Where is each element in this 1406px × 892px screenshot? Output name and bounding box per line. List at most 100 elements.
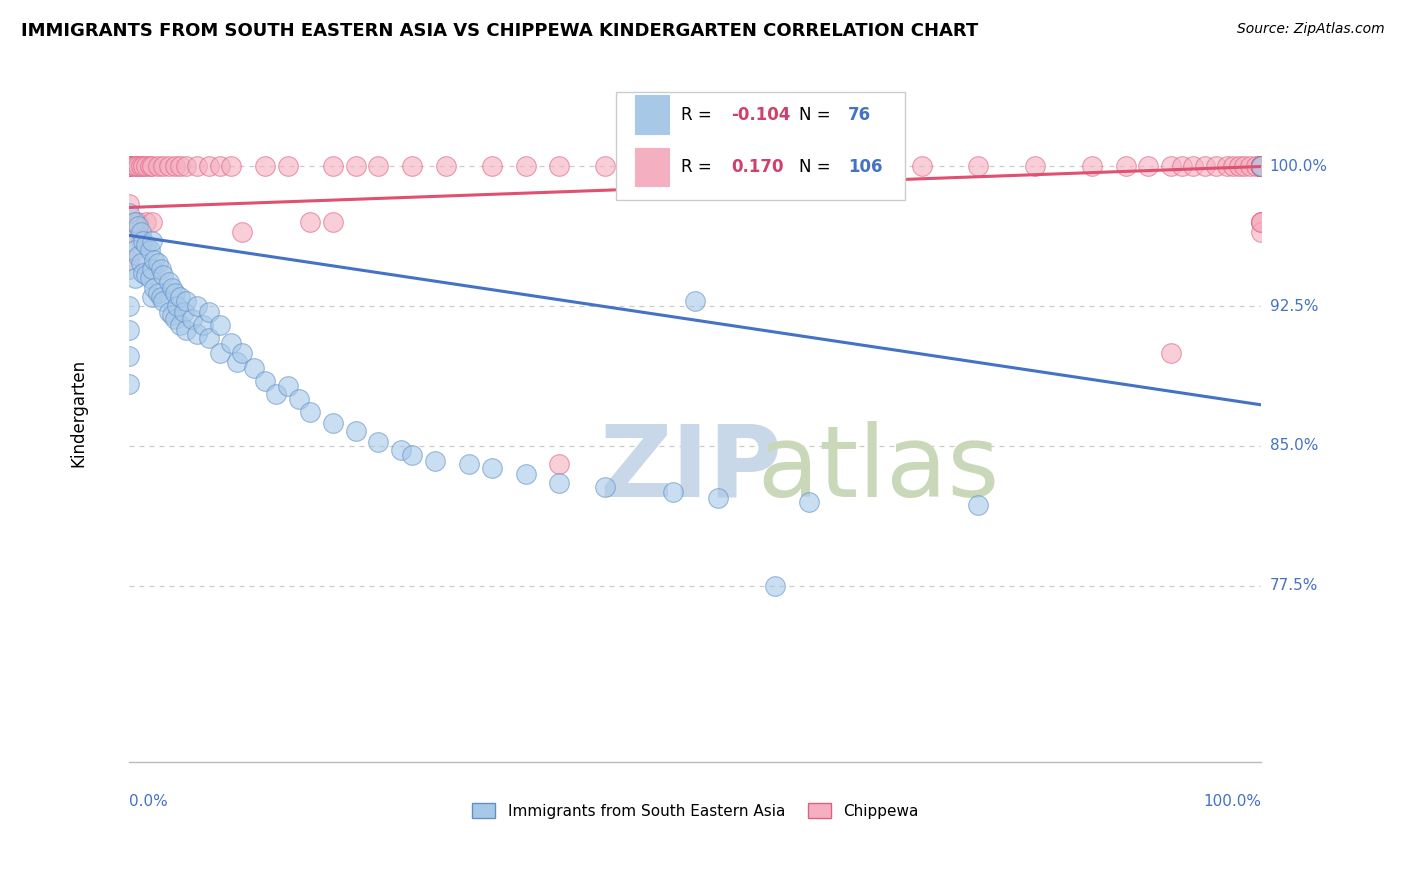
Point (129, 234, 152, 248)
Text: 100.0%: 100.0% (1270, 159, 1327, 174)
Point (548, 160, 571, 174)
Point (152, 293, 174, 308)
Point (1250, 160, 1272, 174)
Point (169, 290, 191, 304)
Point (1250, 160, 1272, 174)
Point (967, 499, 990, 513)
Point (174, 293, 197, 308)
Point (132, 266, 155, 280)
Point (1250, 160, 1272, 174)
Point (166, 299, 188, 313)
Point (1250, 160, 1272, 174)
Point (1227, 160, 1250, 174)
Point (1250, 160, 1272, 174)
Text: 0.0%: 0.0% (129, 794, 169, 809)
Point (1216, 160, 1239, 174)
Point (124, 215, 146, 229)
Text: 106: 106 (848, 158, 883, 176)
Point (1080, 160, 1102, 174)
Point (157, 304, 180, 318)
Point (1250, 160, 1272, 174)
Point (208, 318, 231, 332)
Point (124, 160, 146, 174)
Point (157, 275, 180, 289)
Point (254, 374, 277, 388)
Point (138, 244, 160, 258)
Point (1250, 160, 1272, 174)
Text: ZIP: ZIP (599, 421, 782, 517)
Point (1250, 160, 1272, 174)
Point (1250, 160, 1272, 174)
Point (389, 442, 412, 457)
Point (1171, 160, 1194, 174)
Point (163, 160, 186, 174)
Point (162, 309, 184, 323)
Point (1250, 160, 1272, 174)
Point (1250, 160, 1272, 174)
Point (169, 160, 191, 174)
Point (231, 225, 253, 239)
Point (1250, 160, 1272, 174)
Point (344, 424, 367, 438)
Point (1250, 160, 1272, 174)
Point (1250, 225, 1272, 239)
Point (124, 215, 146, 229)
Point (135, 268, 157, 282)
Point (1250, 160, 1272, 174)
Point (127, 219, 149, 233)
Point (763, 578, 786, 592)
Point (548, 476, 571, 491)
Bar (636, 148, 669, 186)
Point (118, 196, 141, 211)
Point (299, 405, 322, 419)
Point (1250, 215, 1272, 229)
Point (186, 327, 208, 342)
Point (1137, 160, 1160, 174)
Point (173, 304, 195, 318)
Point (157, 160, 180, 174)
Point (186, 299, 208, 313)
Point (141, 160, 163, 174)
Point (1250, 160, 1272, 174)
Point (1250, 160, 1272, 174)
Point (627, 160, 650, 174)
Legend: Immigrants from South Eastern Asia, Chippewa: Immigrants from South Eastern Asia, Chip… (467, 797, 924, 824)
Point (219, 336, 242, 351)
Point (138, 160, 160, 174)
Point (1250, 160, 1272, 174)
Point (129, 160, 152, 174)
Point (967, 160, 990, 174)
Text: 77.5%: 77.5% (1270, 578, 1317, 593)
Point (243, 360, 266, 375)
Text: Source: ZipAtlas.com: Source: ZipAtlas.com (1237, 22, 1385, 37)
Point (1250, 160, 1272, 174)
Point (344, 160, 367, 174)
Point (1250, 160, 1272, 174)
Point (1250, 160, 1272, 174)
Point (1250, 160, 1272, 174)
Point (401, 160, 423, 174)
Point (685, 293, 707, 308)
Point (1250, 160, 1272, 174)
Point (141, 261, 163, 276)
Point (124, 244, 146, 258)
Point (401, 448, 423, 462)
Point (548, 458, 571, 472)
Point (118, 160, 141, 174)
Point (1244, 160, 1267, 174)
Point (1250, 160, 1272, 174)
Point (129, 225, 152, 239)
Point (174, 323, 197, 337)
Point (1250, 160, 1272, 174)
Point (118, 261, 141, 276)
Point (1239, 160, 1261, 174)
Point (1233, 160, 1256, 174)
Point (118, 206, 141, 220)
Point (152, 160, 174, 174)
Point (141, 215, 163, 229)
Point (135, 215, 157, 229)
Point (118, 160, 141, 174)
Text: IMMIGRANTS FROM SOUTH EASTERN ASIA VS CHIPPEWA KINDERGARTEN CORRELATION CHART: IMMIGRANTS FROM SOUTH EASTERN ASIA VS CH… (21, 22, 979, 40)
Text: Kindergarten: Kindergarten (69, 359, 87, 467)
Point (1250, 160, 1272, 174)
